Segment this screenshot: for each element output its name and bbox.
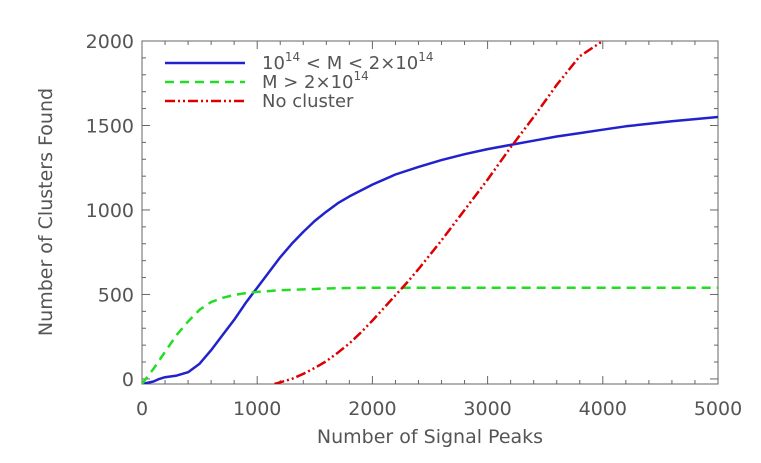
y-tick-label: 1000 bbox=[86, 200, 134, 222]
x-tick-label: 1000 bbox=[233, 398, 281, 420]
y-tick-label: 0 bbox=[122, 369, 134, 391]
y-tick-label: 2000 bbox=[86, 31, 134, 53]
x-tick-label: 4000 bbox=[579, 398, 627, 420]
tick-marks bbox=[141, 40, 719, 384]
y-axis-title: Number of Clusters Found bbox=[35, 88, 57, 336]
legend-label-mid: 1014 < M < 2×1014 bbox=[262, 50, 434, 74]
x-axis-title: Number of Signal Peaks bbox=[317, 426, 543, 448]
legend-label-high: M > 2×1014 bbox=[262, 69, 369, 93]
x-tick-label: 5000 bbox=[694, 398, 742, 420]
legend-label-none: No cluster bbox=[262, 91, 354, 112]
plot-frame bbox=[141, 40, 719, 385]
y-tick-label: 500 bbox=[98, 284, 134, 306]
series-layer bbox=[142, 41, 718, 384]
series-line-none bbox=[274, 41, 604, 384]
tick-labels: 0 1000 2000 3000 4000 5000 0 500 1000 1500 2000 bbox=[86, 31, 743, 420]
x-tick-label: 2000 bbox=[348, 398, 396, 420]
x-tick-label: 3000 bbox=[463, 398, 511, 420]
x-tick-label: 0 bbox=[136, 398, 148, 420]
y-tick-label: 1500 bbox=[86, 115, 134, 137]
series-line-mid bbox=[142, 115, 718, 384]
series-line-high bbox=[142, 286, 718, 384]
